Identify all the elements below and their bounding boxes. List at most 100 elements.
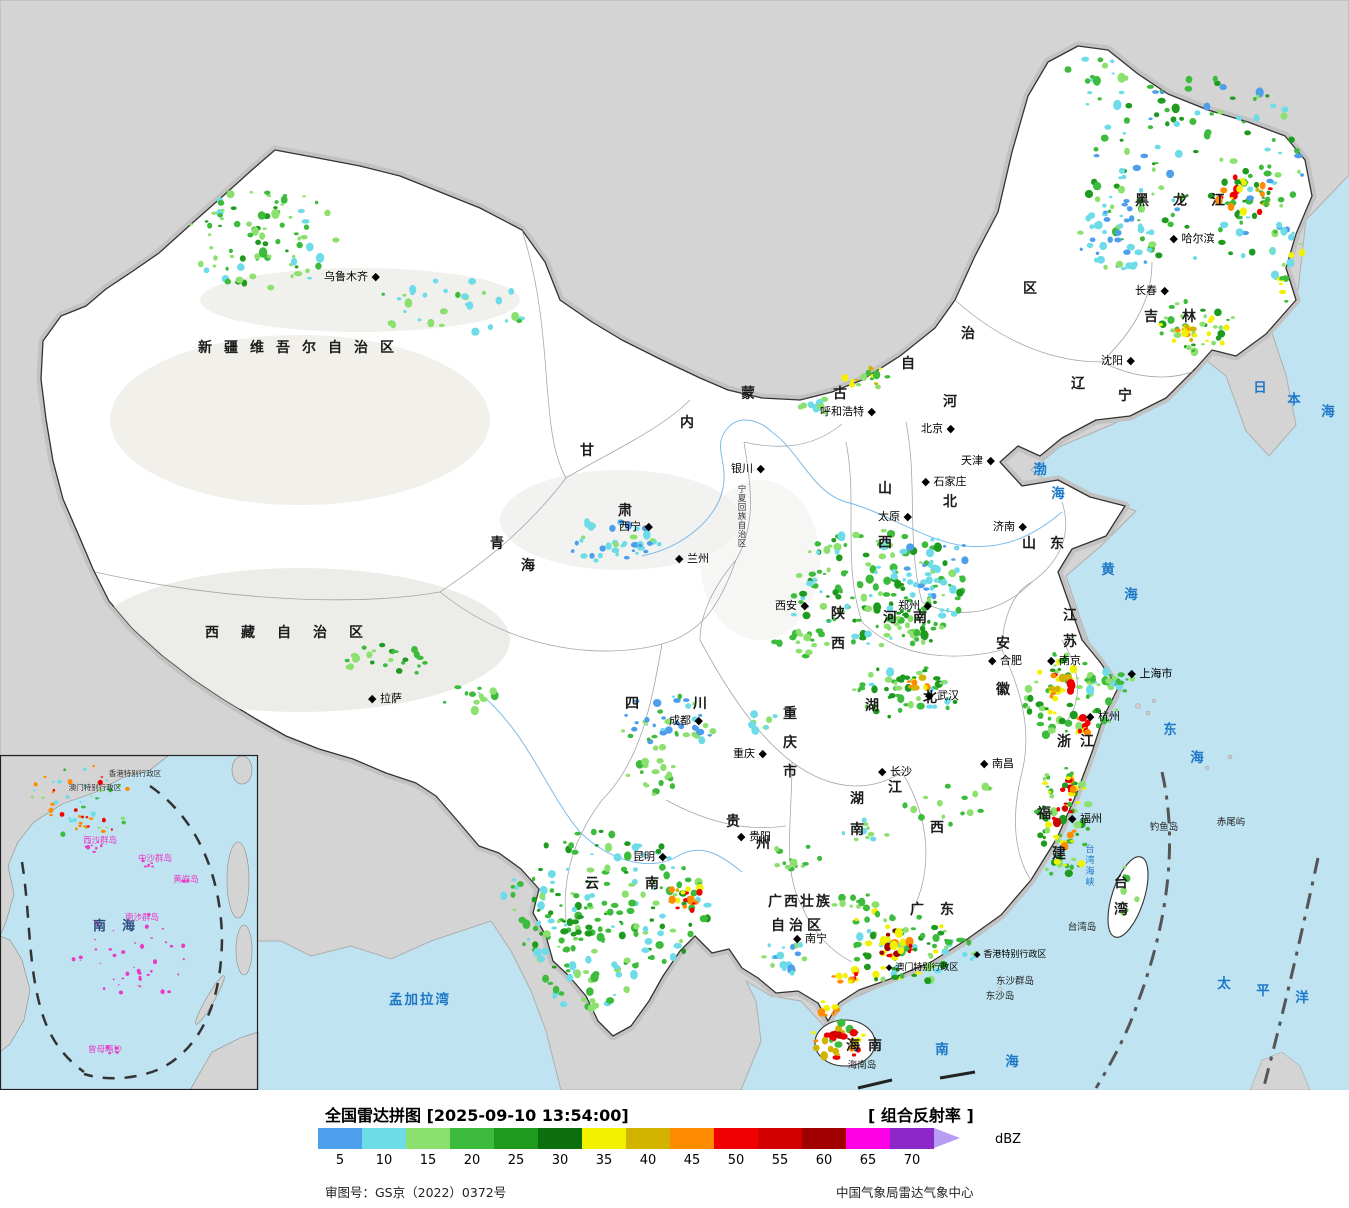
radar-echo <box>108 1052 111 1055</box>
radar-echo <box>843 972 848 979</box>
radar-echo <box>1146 247 1153 253</box>
radar-echo <box>816 403 825 410</box>
radar-echo <box>217 213 223 218</box>
radar-echo <box>1171 103 1180 114</box>
radar-echo <box>588 522 597 530</box>
radar-echo <box>307 276 312 280</box>
radar-echo <box>471 327 480 336</box>
radar-echo <box>885 924 891 929</box>
dbz-tick-value: 45 <box>683 1153 701 1168</box>
radar-echo <box>562 919 566 923</box>
radar-echo <box>1089 237 1096 243</box>
radar-echo <box>872 370 881 380</box>
radar-echo <box>1267 187 1273 191</box>
radar-echo <box>161 928 165 930</box>
radar-echo <box>871 685 878 694</box>
radar-echo <box>855 383 862 387</box>
radar-echo <box>102 987 106 991</box>
radar-echo <box>969 957 974 962</box>
radar-echo <box>853 956 861 962</box>
radar-echo <box>851 1053 857 1057</box>
radar-echo <box>254 253 261 260</box>
radar-echo <box>837 531 846 541</box>
dbz-tick-value: 60 <box>815 1153 833 1168</box>
radar-echo <box>1075 721 1083 731</box>
radar-echo <box>779 961 788 969</box>
radar-echo <box>1230 316 1235 319</box>
radar-echo <box>489 687 497 695</box>
radar-echo <box>1241 179 1247 186</box>
radar-echo <box>1085 826 1091 832</box>
radar-echo <box>591 1002 600 1009</box>
city-label-xining: 西宁 ◆ <box>619 519 653 533</box>
radar-echo <box>297 208 305 214</box>
island-label-chiweiyu: 赤尾屿 <box>1217 816 1246 828</box>
radar-echo <box>930 564 939 572</box>
radar-echo <box>837 979 844 984</box>
dbz-color-chip <box>362 1128 406 1149</box>
radar-echo <box>902 612 909 617</box>
radar-echo <box>916 914 922 920</box>
radar-echo <box>1158 185 1165 190</box>
radar-echo <box>918 814 925 821</box>
radar-echo <box>626 907 635 915</box>
radar-echo-layer <box>30 56 1306 1061</box>
radar-echo <box>246 221 253 227</box>
city-label-fuzhou: ◆ 福州 <box>1068 811 1102 825</box>
radar-echo <box>878 553 887 560</box>
radar-echo <box>932 704 938 709</box>
radar-echo <box>658 779 664 787</box>
radar-echo <box>1094 196 1101 203</box>
radar-echo <box>871 901 880 908</box>
radar-echo <box>633 931 639 937</box>
radar-echo <box>547 870 556 878</box>
radar-echo <box>858 686 866 691</box>
radar-echo <box>1115 260 1124 268</box>
radar-echo <box>1168 304 1175 309</box>
radar-echo <box>1064 66 1072 73</box>
radar-echo <box>816 550 821 555</box>
radar-echo <box>894 928 903 938</box>
radar-echo <box>1138 187 1144 193</box>
inset-label-huangyan: 黄岩岛 <box>173 874 199 885</box>
radar-echo <box>776 951 785 960</box>
radar-echo <box>927 952 933 957</box>
radar-echo <box>81 805 86 809</box>
radar-echo <box>1105 677 1113 684</box>
radar-echo <box>955 606 962 614</box>
radar-echo <box>1226 318 1230 322</box>
radar-echo <box>552 985 560 994</box>
radar-echo <box>943 544 947 548</box>
dbz-tick-value: 35 <box>595 1153 613 1168</box>
radar-echo <box>300 234 308 240</box>
radar-echo <box>893 681 898 686</box>
province-label-hubei: 湖 <box>865 698 879 714</box>
island-label-taiwandao: 台湾岛 <box>1068 921 1097 933</box>
radar-echo <box>687 895 695 904</box>
radar-echo <box>831 975 837 978</box>
radar-echo <box>1184 85 1193 92</box>
radar-echo <box>850 639 856 645</box>
dbz-segment-20: 20 <box>450 1128 494 1168</box>
radar-echo <box>1181 329 1189 337</box>
radar-echo <box>417 318 422 322</box>
radar-echo <box>1185 75 1193 84</box>
radar-echo <box>603 881 611 887</box>
radar-echo <box>605 928 612 933</box>
radar-echo <box>1064 869 1073 878</box>
radar-echo <box>274 200 279 204</box>
radar-echo <box>371 649 377 653</box>
radar-echo <box>1053 654 1057 657</box>
radar-echo <box>1194 110 1201 116</box>
radar-echo <box>347 663 354 671</box>
radar-echo <box>962 558 966 563</box>
radar-echo <box>832 1055 841 1060</box>
radar-echo <box>1095 723 1101 729</box>
radar-echo <box>860 593 868 602</box>
radar-echo <box>403 309 407 314</box>
radar-echo <box>703 902 712 908</box>
radar-echo <box>922 669 928 673</box>
radar-echo <box>909 948 913 951</box>
radar-echo <box>1151 192 1155 196</box>
radar-echo <box>1129 215 1135 222</box>
